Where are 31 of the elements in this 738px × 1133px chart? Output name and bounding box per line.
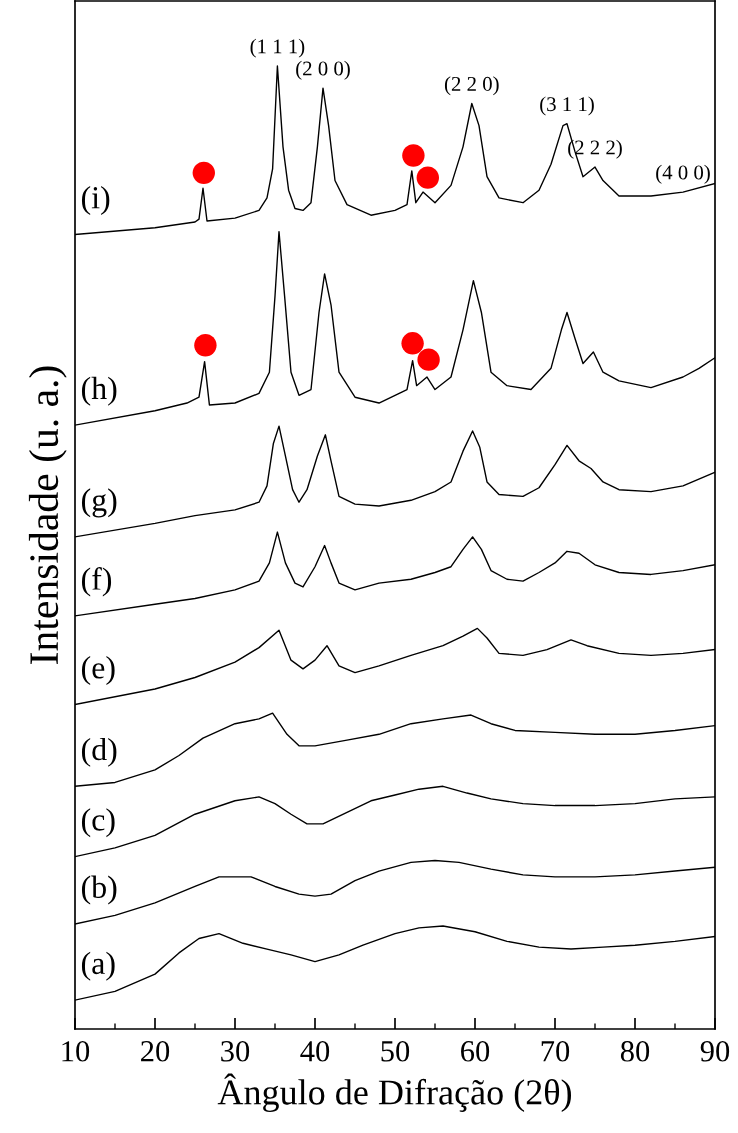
series-label: (g) <box>81 488 117 518</box>
annotation: (2 2 0) <box>444 76 499 96</box>
point <box>402 144 425 167</box>
x-tick-label: 50 <box>381 1040 410 1062</box>
x-tick-label: 90 <box>700 1040 730 1062</box>
point <box>416 166 439 189</box>
series-label: (c) <box>81 808 115 838</box>
series-label: (f) <box>81 567 112 597</box>
x-tick-label: 60 <box>461 1040 490 1062</box>
annotation: (4 0 0) <box>656 164 710 184</box>
series-label: (h) <box>81 376 117 406</box>
x-tick-label: 30 <box>221 1040 250 1062</box>
x-tick-label: 70 <box>541 1040 570 1062</box>
annotation: (2 0 0) <box>296 60 350 80</box>
x-tick-label: 80 <box>620 1040 650 1062</box>
x-tick-label: 20 <box>141 1040 170 1062</box>
x-axis-title: Ângulo de Difração (2θ) <box>217 1073 572 1113</box>
series-label: (i) <box>81 186 110 216</box>
annotation: (1 1 1) <box>250 38 305 58</box>
point <box>417 348 440 371</box>
series-label: (e) <box>81 656 115 685</box>
point <box>192 161 215 185</box>
annotation: (3 1 1) <box>540 96 594 116</box>
series-label: (a) <box>81 951 115 981</box>
y-axis-title: Intensidade (u. a.) <box>28 366 67 664</box>
x-tick-label: 40 <box>300 1040 330 1062</box>
series-label: (b) <box>81 875 117 905</box>
x-tick-label: 10 <box>62 1040 90 1062</box>
series-label: (d) <box>81 737 117 767</box>
point <box>194 334 217 357</box>
point <box>401 332 424 355</box>
